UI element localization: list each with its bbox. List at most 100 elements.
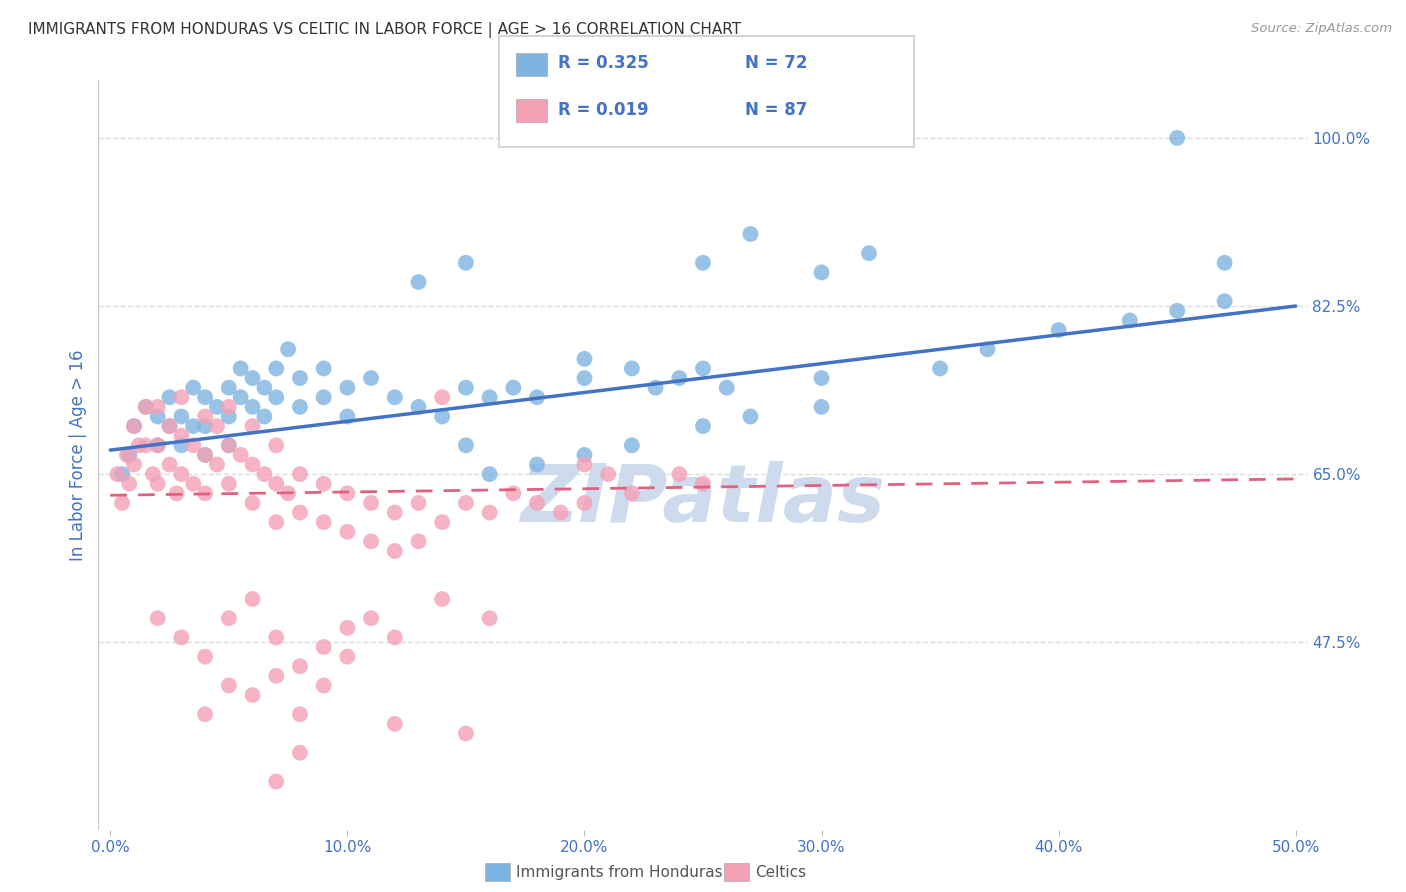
- Point: [312, 678, 335, 692]
- Point: [432, 390, 454, 404]
- Point: [264, 438, 287, 452]
- Point: [118, 448, 141, 462]
- Point: [692, 419, 714, 434]
- Point: [264, 390, 287, 404]
- Point: [336, 486, 359, 500]
- Point: [264, 774, 287, 789]
- Point: [253, 409, 276, 424]
- Point: [218, 611, 240, 625]
- Point: [218, 400, 240, 414]
- Point: [740, 409, 762, 424]
- Point: [181, 438, 204, 452]
- Point: [740, 227, 762, 241]
- Point: [644, 381, 666, 395]
- Point: [205, 400, 228, 414]
- Point: [810, 265, 832, 279]
- Point: [170, 631, 193, 645]
- Point: [218, 381, 240, 395]
- Point: [1119, 313, 1142, 327]
- Point: [218, 476, 240, 491]
- Point: [288, 467, 311, 482]
- Point: [115, 448, 138, 462]
- Point: [384, 390, 406, 404]
- Point: [111, 496, 134, 510]
- Text: N = 87: N = 87: [745, 101, 807, 119]
- Point: [312, 640, 335, 654]
- Point: [384, 631, 406, 645]
- Point: [384, 717, 406, 731]
- Point: [454, 381, 477, 395]
- Point: [277, 343, 299, 357]
- Point: [194, 649, 217, 664]
- Point: [976, 343, 998, 357]
- Point: [408, 496, 430, 510]
- Point: [135, 400, 157, 414]
- Point: [668, 371, 690, 385]
- Point: [142, 467, 165, 482]
- Point: [502, 381, 524, 395]
- Point: [432, 592, 454, 607]
- Point: [218, 409, 240, 424]
- Point: [181, 476, 204, 491]
- Point: [194, 419, 217, 434]
- Point: [312, 361, 335, 376]
- Point: [194, 486, 217, 500]
- Point: [454, 726, 477, 740]
- Point: [229, 361, 252, 376]
- Point: [408, 275, 430, 289]
- Point: [336, 524, 359, 539]
- Point: [692, 476, 714, 491]
- Point: [478, 390, 501, 404]
- Point: [170, 428, 193, 442]
- Point: [312, 390, 335, 404]
- Point: [205, 458, 228, 472]
- Point: [478, 506, 501, 520]
- Point: [194, 707, 217, 722]
- Point: [574, 458, 596, 472]
- Point: [360, 496, 382, 510]
- Point: [288, 707, 311, 722]
- Point: [146, 476, 169, 491]
- Point: [242, 496, 264, 510]
- Point: [502, 486, 524, 500]
- Point: [159, 419, 181, 434]
- Point: [384, 506, 406, 520]
- Point: [264, 631, 287, 645]
- Point: [159, 419, 181, 434]
- Point: [242, 688, 264, 702]
- Point: [146, 400, 169, 414]
- Point: [218, 678, 240, 692]
- Point: [312, 476, 335, 491]
- Point: [692, 256, 714, 270]
- Point: [574, 496, 596, 510]
- Text: ZIPatlas: ZIPatlas: [520, 461, 886, 539]
- Point: [526, 496, 548, 510]
- Point: [229, 448, 252, 462]
- Point: [170, 467, 193, 482]
- Text: R = 0.325: R = 0.325: [558, 54, 650, 72]
- Point: [242, 400, 264, 414]
- Point: [194, 409, 217, 424]
- Point: [218, 438, 240, 452]
- Point: [454, 496, 477, 510]
- Point: [288, 506, 311, 520]
- Text: Source: ZipAtlas.com: Source: ZipAtlas.com: [1251, 22, 1392, 36]
- Point: [1166, 303, 1188, 318]
- Point: [122, 419, 145, 434]
- Point: [810, 371, 832, 385]
- Point: [408, 400, 430, 414]
- Y-axis label: In Labor Force | Age > 16: In Labor Force | Age > 16: [69, 349, 87, 561]
- Point: [194, 448, 217, 462]
- Point: [620, 361, 643, 376]
- Point: [810, 400, 832, 414]
- Point: [159, 390, 181, 404]
- Point: [1166, 131, 1188, 145]
- Point: [218, 438, 240, 452]
- Point: [526, 390, 548, 404]
- Point: [194, 390, 217, 404]
- Point: [264, 476, 287, 491]
- Point: [620, 438, 643, 452]
- Point: [692, 361, 714, 376]
- Point: [454, 438, 477, 452]
- Point: [929, 361, 952, 376]
